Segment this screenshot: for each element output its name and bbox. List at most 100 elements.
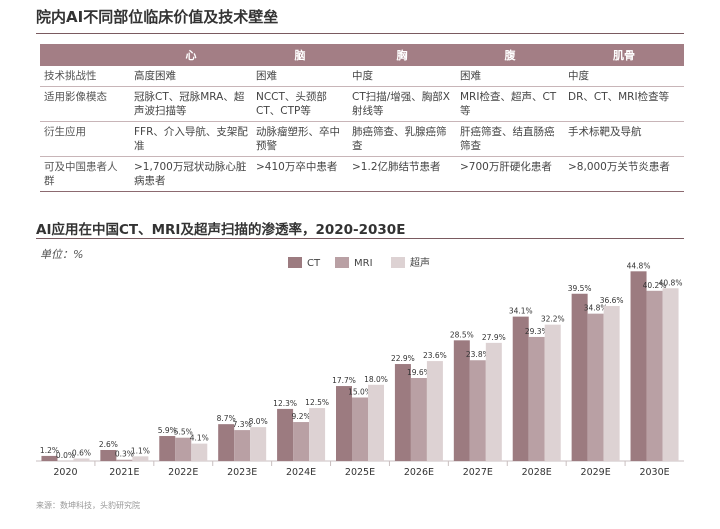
bar-MRI [116,459,133,461]
table-cell: 困难 [252,66,348,87]
data-label: 34.1% [509,307,533,316]
data-label: 40.8% [659,278,683,287]
bar-超声 [426,361,443,461]
x-tick-label: 2028E [522,467,552,478]
x-tick-label: 2021E [109,467,139,478]
bar-超声 [73,458,90,461]
legend-swatch [391,257,405,268]
x-tick-label: 2020 [53,467,77,478]
table-cell: FFR、介入导航、支架配准 [130,121,252,157]
bar-MRI [352,397,368,461]
table-cell: 可及中国患者人群 [40,156,130,192]
table-header-cell: 胸 [348,44,456,66]
source-note: 来源：数坤科技，头豹研究院 [36,501,140,510]
chart-title: AI应用在中国CT、MRI及超声扫描的渗透率，2020-2030E [36,222,406,238]
data-label: 1.2% [40,446,59,455]
data-label: 18.0% [364,375,388,384]
x-tick-label: 2027E [463,467,493,478]
table-cell: 肝癌筛查、结直肠癌筛查 [456,121,564,157]
bar-超声 [485,342,502,461]
bar-超声 [603,306,620,461]
table-cell: 高度困难 [130,66,252,87]
bar-超声 [191,443,208,461]
data-label: 15.0% [348,387,372,396]
table-header-cell [40,44,130,66]
bar-超声 [368,384,384,461]
data-label: 2.6% [99,440,118,449]
bar-CT [159,436,176,461]
bar-CT [512,316,529,461]
data-label: 7.3% [233,420,252,429]
x-tick-label: 2025E [345,467,375,478]
data-label: 1.1% [131,446,150,455]
data-label: 8.0% [249,417,268,426]
x-tick-label: 2024E [286,467,316,478]
legend-label: CT [307,258,321,269]
data-label: 0.0% [56,451,75,460]
table-row: 衍生应用 FFR、介入导航、支架配准 动脉瘤塑形、卒中预警 肺癌筛查、乳腺癌筛查… [40,121,684,157]
table-cell: 中度 [348,66,456,87]
table-cell: 动脉瘤塑形、卒中预警 [252,121,348,157]
data-label: 19.6% [407,368,431,377]
page-title: 院内AI不同部位临床价值及技术壁垒 [36,8,279,26]
bar-MRI [234,430,251,461]
data-label: 40.2% [643,281,667,290]
bar-CT [41,455,58,461]
table-cell: 中度 [564,66,684,87]
table-cell: >700万肝硬化患者 [456,156,564,192]
chart-title-divider [36,238,684,239]
bar-MRI [587,313,604,461]
table-row: 可及中国患者人群 >1,700万冠状动脉心脏病患者 >410万卒中患者 >1.2… [40,156,684,192]
data-label: 34.8% [584,304,608,313]
table-row: 技术挑战性 高度困难 困难 中度 困难 中度 [40,66,684,87]
bar-CT [336,386,352,461]
bar-超声 [544,324,561,461]
table-cell: 适用影像模态 [40,86,130,122]
bar-CT [218,424,235,461]
table-cell: NCCT、头颈部CT、CTP等 [252,86,348,122]
data-label: 12.3% [273,399,297,408]
data-label: 0.6% [72,448,91,457]
bar-超声 [132,456,149,461]
legend-label: 超声 [410,256,430,269]
bar-CT [100,449,117,461]
x-tick-label: 2029E [581,467,611,478]
table-header-cell: 腹 [456,44,564,66]
data-label: 23.6% [423,351,447,360]
table-cell: 手术标靶及导航 [564,121,684,157]
data-label: 4.1% [190,434,209,443]
bar-超声 [662,288,679,461]
legend-label: MRI [354,258,373,269]
table-cell: >410万卒中患者 [252,156,348,192]
bar-CT [630,271,647,461]
table-cell: >8,000万关节炎患者 [564,156,684,192]
bar-超声 [250,427,267,461]
bar-CT [277,408,294,461]
table-row: 适用影像模态 冠脉CT、冠脉MRA、超声波扫描等 NCCT、头颈部CT、CTP等… [40,86,684,122]
legend-swatch [335,257,349,268]
bar-MRI [528,336,545,461]
data-label: 0.3% [115,450,134,459]
table-cell: 肺癌筛查、乳腺癌筛查 [348,121,456,157]
title-divider [36,33,684,34]
data-label: 9.2% [292,412,311,421]
table-cell: 衍生应用 [40,121,130,157]
table-cell: CT扫描/增强、胸部X射线等 [348,86,456,122]
data-label: 32.2% [541,315,565,324]
data-label: 23.8% [466,350,490,359]
bar-MRI [469,360,486,461]
table-header-cell: 心 [130,44,252,66]
tech-barrier-table: 心 脑 胸 腹 肌骨 技术挑战性 高度困难 困难 中度 困难 中度 适用影像模态… [40,44,684,192]
table-cell: 困难 [456,66,564,87]
data-label: 5.9% [158,426,177,435]
table-header-cell: 脑 [252,44,348,66]
bar-MRI [293,422,310,461]
data-label: 29.3% [525,327,549,336]
table-cell: >1,700万冠状动脉心脏病患者 [130,156,252,192]
table-cell: 冠脉CT、冠脉MRA、超声波扫描等 [130,86,252,122]
bar-MRI [646,290,663,461]
data-label: 27.9% [482,333,506,342]
data-label: 36.6% [600,296,624,305]
bar-CT [394,364,411,461]
table-cell: >1.2亿肺结节患者 [348,156,456,192]
